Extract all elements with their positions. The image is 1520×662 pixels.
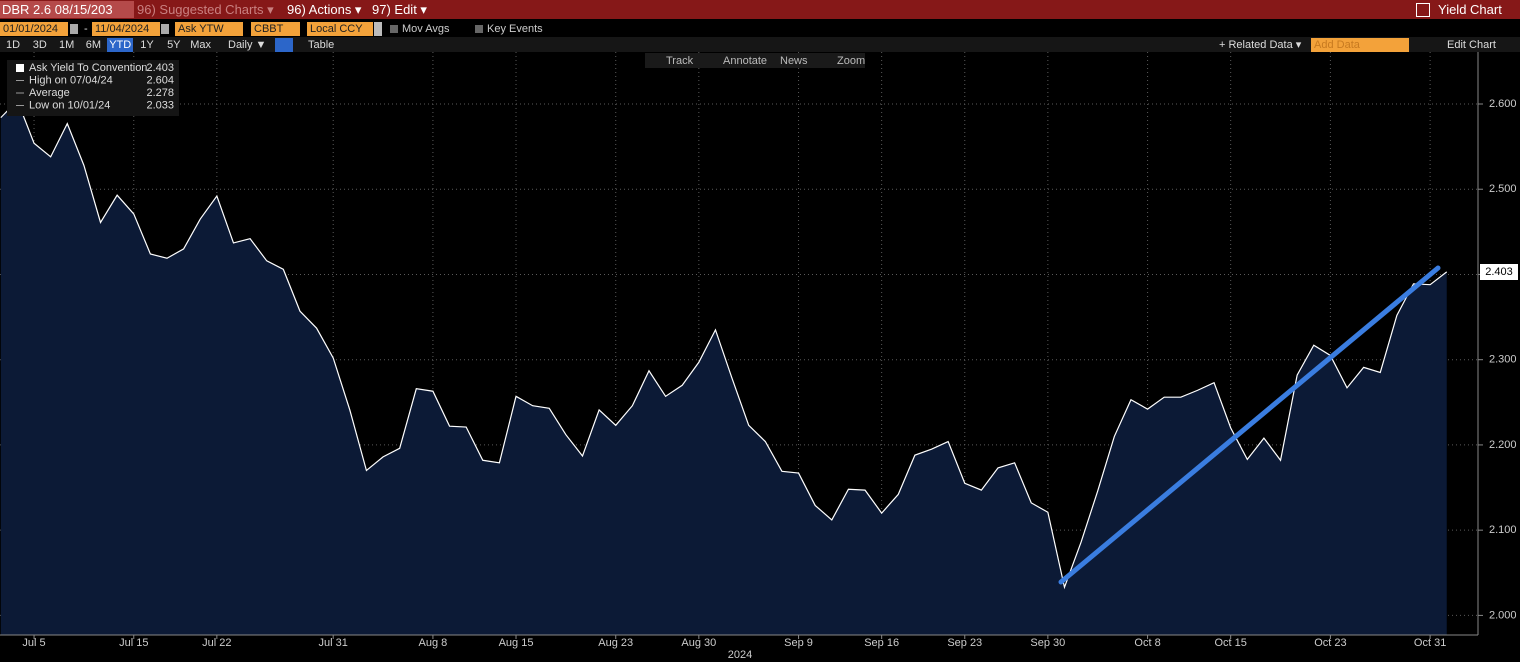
x-tick-label: Sep 23 (947, 637, 982, 649)
x-tick-label: Aug 30 (681, 637, 716, 649)
x-tick-label: Sep 9 (784, 637, 813, 649)
edit-menu[interactable]: 97) Edit ▾ (372, 2, 427, 17)
y-tick-label: 2.200 (1489, 439, 1517, 451)
last-value-label: 2.403 (1485, 266, 1513, 278)
last-value-tag (1480, 264, 1518, 280)
window-icon (1416, 3, 1430, 17)
period-button[interactable]: YTD (107, 38, 134, 52)
legend-label: Ask Yield To Convention (29, 62, 147, 74)
period-bar (0, 37, 1520, 52)
period-button[interactable]: Max (190, 39, 211, 51)
trend-annotation (1058, 265, 1441, 585)
date-separator: - (84, 23, 88, 35)
x-tick-label: Oct 23 (1314, 637, 1346, 649)
legend-value: 2.604 (146, 74, 174, 86)
legend-label: Low on 10/01/24 (29, 99, 110, 111)
calendar-icon[interactable] (161, 24, 169, 34)
end-date-field[interactable]: 11/04/2024 (92, 22, 160, 36)
legend-box (7, 60, 179, 116)
y-tick-label: 2.500 (1489, 183, 1517, 195)
period-button[interactable]: 1D (5, 39, 21, 51)
period-button[interactable]: 6M (85, 39, 102, 51)
x-tick-label: Sep 16 (864, 637, 899, 649)
frequency-selector[interactable]: Daily ▼ (228, 39, 267, 51)
legend-swatch (16, 64, 24, 72)
field-selector[interactable]: Ask YTW (175, 22, 243, 36)
line (0, 99, 1448, 590)
calendar-icon[interactable] (70, 24, 78, 34)
legend-label: Average (29, 87, 70, 99)
area-fill (0, 100, 1447, 636)
edit-chart-button[interactable]: Edit Chart (1447, 39, 1496, 51)
currency-field[interactable]: Local CCY (307, 22, 373, 36)
chart-tools-bar (645, 53, 865, 68)
y-tick-label: 2.100 (1489, 524, 1517, 536)
key-events-label[interactable]: Key Events (487, 23, 543, 35)
x-tick-label: Oct 31 (1414, 637, 1446, 649)
x-tick-label: Jul 5 (22, 637, 45, 649)
related-data-menu[interactable]: + Related Data ▾ (1219, 39, 1302, 51)
x-tick-label: Sep 30 (1030, 637, 1065, 649)
currency-dropdown[interactable] (374, 22, 382, 36)
x-tick-label: Oct 8 (1134, 637, 1160, 649)
title-bar (0, 0, 1520, 19)
chart-type-button[interactable] (275, 38, 293, 52)
x-tick-label: Aug 23 (598, 637, 633, 649)
period-button[interactable]: 1M (58, 39, 75, 51)
chart-tool[interactable]: News (780, 55, 808, 67)
x-tick-label: Aug 15 (499, 637, 534, 649)
period-button[interactable]: 3D (32, 39, 47, 51)
chart-tool[interactable]: Zoom (837, 55, 865, 67)
security-field[interactable]: DBR 2.6 08/15/203 (0, 1, 134, 18)
period-button[interactable]: 5Y (167, 39, 181, 51)
period-button[interactable]: 1Y (140, 39, 154, 51)
chart-tool[interactable]: Track (666, 55, 694, 67)
legend: Ask Yield To Convention 2.403 High on 07/0… (16, 62, 174, 111)
x-axis-label: 2024 (728, 649, 752, 661)
y-tick-label: 2.300 (1489, 354, 1517, 366)
chart-tool[interactable]: Annotate (723, 55, 767, 67)
mov-avgs-checkbox[interactable] (390, 25, 398, 33)
legend-value: 2.403 (146, 62, 174, 74)
legend-value: 2.278 (146, 87, 174, 99)
x-tick-label: Oct 15 (1214, 637, 1246, 649)
start-date-field[interactable]: 01/01/2024 (0, 22, 68, 36)
legend-value: 2.033 (146, 99, 174, 111)
x-tick-label: Jul 31 (319, 637, 348, 649)
add-data-field[interactable]: Add Data (1311, 38, 1409, 52)
y-tick-label: 2.600 (1489, 98, 1517, 110)
legend-label: High on 07/04/24 (29, 74, 113, 86)
table-button[interactable]: Table (308, 39, 335, 51)
x-tick-label: Jul 15 (119, 637, 148, 649)
actions-menu[interactable]: 96) Actions ▾ (287, 2, 362, 17)
source-field[interactable]: CBBT (251, 22, 300, 36)
series-layer (0, 99, 1448, 636)
y-tick-label: 2.000 (1489, 609, 1517, 621)
x-tick-label: Jul 22 (202, 637, 231, 649)
chart-tools: Track Annotate News Zoom (666, 55, 865, 67)
suggested-charts-menu[interactable]: 96) Suggested Charts ▾ (137, 2, 274, 17)
mov-avgs-label[interactable]: Mov Avgs (402, 23, 450, 35)
key-events-checkbox[interactable] (475, 25, 483, 33)
x-tick-label: Aug 8 (419, 637, 448, 649)
window-title: Yield Chart (1438, 2, 1502, 17)
